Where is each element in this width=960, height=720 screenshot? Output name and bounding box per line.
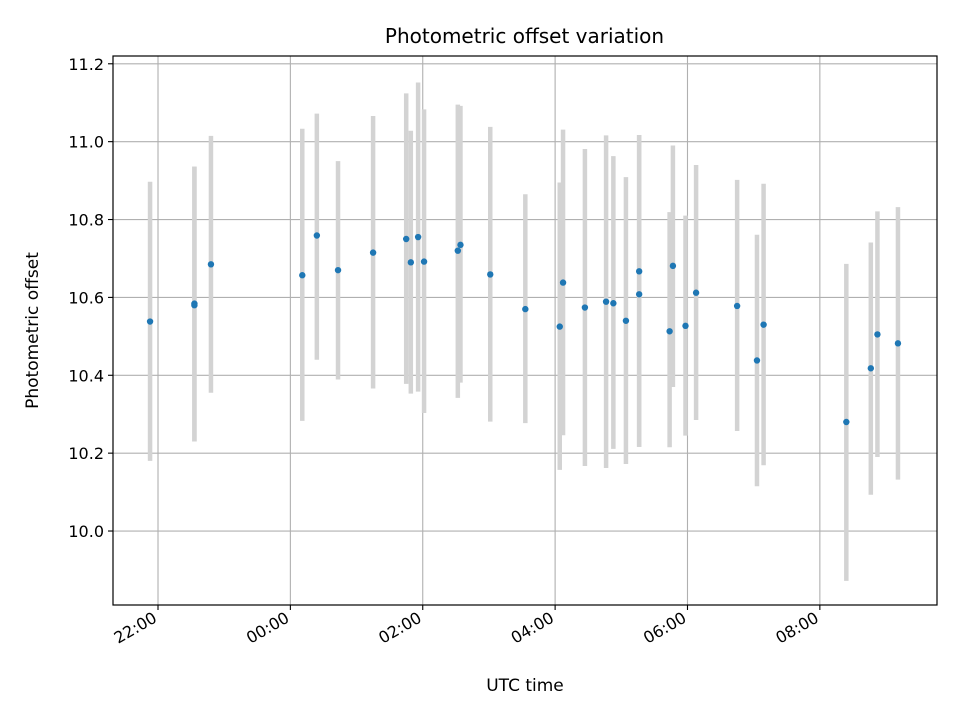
plot-frame [112, 55, 938, 606]
data-point [487, 271, 494, 278]
data-point [522, 305, 529, 313]
x-tick-label: 02:00 [375, 608, 424, 648]
data-point [369, 249, 377, 256]
x-tick-label: 08:00 [772, 608, 821, 648]
x-axis-label: UTC time [486, 676, 564, 696]
y-tick-label: 10.0 [68, 522, 104, 541]
data-points [146, 232, 902, 426]
data-point [753, 357, 761, 364]
x-axis: 22:00 00:00 02:00 04:00 06:00 08:00 [111, 605, 822, 648]
data-point [682, 322, 689, 330]
data-point [867, 365, 875, 372]
y-axis: 10.0 10.2 10.4 10.6 10.8 11.0 11.2 [68, 55, 113, 541]
y-axis-label: Photometric offset [23, 252, 43, 409]
chart-title: Photometric offset variation [385, 24, 664, 48]
data-point [610, 300, 617, 307]
x-tick-label: 22:00 [111, 608, 160, 648]
data-point [602, 298, 610, 305]
data-point [420, 258, 428, 265]
data-point [207, 261, 215, 268]
data-point [457, 241, 464, 249]
data-point [414, 233, 422, 241]
data-point [146, 318, 154, 325]
data-point [313, 232, 321, 239]
y-tick-label: 10.6 [68, 288, 104, 307]
y-tick-label: 10.4 [68, 366, 104, 385]
data-point [894, 340, 902, 347]
data-point [622, 317, 630, 324]
data-point [191, 301, 198, 309]
data-point [760, 321, 767, 328]
data-point [402, 235, 410, 243]
data-point [635, 291, 643, 298]
data-point [635, 268, 643, 275]
data-point [874, 331, 881, 338]
data-point [407, 259, 415, 266]
y-tick-label: 10.8 [68, 211, 104, 230]
x-tick-label: 00:00 [243, 608, 292, 648]
x-tick-label: 04:00 [508, 608, 557, 648]
data-point [692, 289, 700, 296]
data-point [454, 247, 462, 254]
data-point [733, 302, 741, 310]
data-point [669, 262, 677, 270]
error-bars [147, 82, 901, 581]
y-tick-label: 10.2 [68, 444, 104, 463]
y-tick-label: 11.0 [68, 133, 104, 152]
data-point [666, 328, 673, 335]
x-tick-label: 06:00 [640, 608, 689, 648]
data-point [559, 279, 567, 286]
data-point [334, 266, 342, 274]
y-tick-label: 11.2 [68, 55, 104, 74]
data-point [843, 418, 850, 426]
data-point [581, 304, 589, 311]
data-point [299, 272, 306, 279]
data-point [556, 323, 563, 330]
